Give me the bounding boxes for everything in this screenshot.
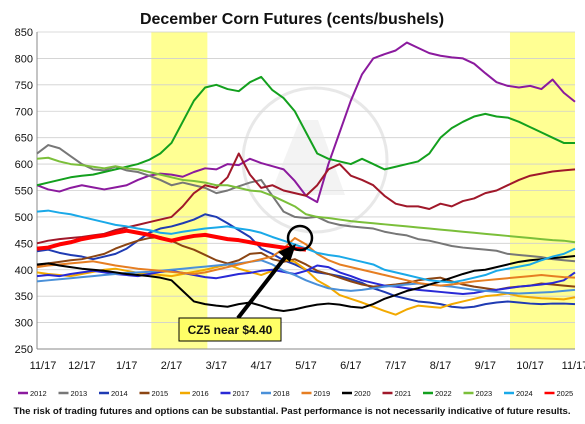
y-tick-label: 250: [15, 344, 33, 356]
legend-label-2013: 2013: [71, 389, 88, 398]
y-tick-label: 450: [15, 238, 33, 250]
legend-label-2025: 2025: [557, 389, 574, 398]
series-line-2020: [36, 255, 576, 312]
y-tick-label: 600: [15, 159, 33, 171]
y-tick-label: 650: [15, 133, 33, 145]
x-tick-label: 8/17: [430, 360, 451, 372]
x-axis-ticks: 11/17 12/17 1/17 2/17 3/17 4/17 5/17 6/17 7/17 8/…: [30, 360, 585, 372]
y-tick-label: 850: [15, 27, 33, 39]
y-tick-label: 350: [15, 291, 33, 303]
series-line-2023: [36, 156, 576, 244]
y-tick-label: 300: [15, 318, 33, 330]
x-tick-label: 7/17: [385, 360, 406, 372]
legend-label-2012: 2012: [30, 389, 47, 398]
x-tick-label: 6/17: [340, 360, 361, 372]
y-tick-label: 400: [15, 265, 33, 277]
legend-label-2024: 2024: [516, 389, 533, 398]
x-tick-label: 1/17: [116, 360, 137, 372]
series-line-2022: [36, 75, 575, 187]
cz5-annotation: CZ5 near $4.40: [178, 224, 314, 342]
legend: 2012 2013 2014 2015 2016 2017 2018 2019 2020 2021…: [18, 389, 573, 398]
legend-label-2014: 2014: [111, 389, 128, 398]
y-tick-label: 800: [15, 53, 33, 65]
series-line-2025: [36, 228, 307, 252]
chart-title: December Corn Futures (cents/bushels): [140, 11, 444, 28]
x-tick-label: 2/17: [161, 360, 182, 372]
x-tick-label: 12/17: [68, 360, 96, 372]
x-tick-label: 5/17: [295, 360, 316, 372]
legend-label-2017: 2017: [233, 389, 250, 398]
disclaimer-footer: The risk of trading futures and options …: [13, 406, 570, 417]
legend-label-2016: 2016: [192, 389, 209, 398]
highlight-circle: [286, 224, 314, 252]
y-tick-label: 750: [15, 80, 33, 92]
series-line-2021: [36, 152, 576, 245]
legend-label-2018: 2018: [273, 389, 290, 398]
legend-label-2020: 2020: [354, 389, 371, 398]
y-axis-ticks: 250 300 350 400 450 500 550 600 650 700 750 800 850: [15, 27, 33, 356]
arrow-head: [278, 244, 296, 262]
x-tick-label: 4/17: [250, 360, 271, 372]
callout-box: [178, 317, 282, 342]
y-tick-label: 500: [15, 212, 33, 224]
legend-label-2019: 2019: [314, 389, 331, 398]
series-line-2013: [36, 144, 576, 263]
series-line-2015: [36, 235, 576, 291]
callout-label: CZ5 near $4.40: [188, 323, 273, 337]
x-tick-label: 11/17: [30, 360, 57, 372]
y-tick-label: 550: [15, 186, 33, 198]
legend-label-2023: 2023: [476, 389, 493, 398]
series-line-2018: [36, 259, 576, 295]
series-line-2019: [36, 237, 576, 287]
series-lines: [36, 41, 576, 316]
x-tick-label: 10/17: [516, 360, 544, 372]
legend-label-2015: 2015: [152, 389, 169, 398]
x-tick-label: 11/17: [562, 360, 585, 372]
x-tick-label: 3/17: [206, 360, 227, 372]
x-tick-label: 9/17: [475, 360, 496, 372]
annotation-arrow: [236, 249, 292, 320]
legend-label-2021: 2021: [395, 389, 412, 398]
y-tick-label: 700: [15, 106, 33, 118]
legend-label-2022: 2022: [435, 389, 452, 398]
